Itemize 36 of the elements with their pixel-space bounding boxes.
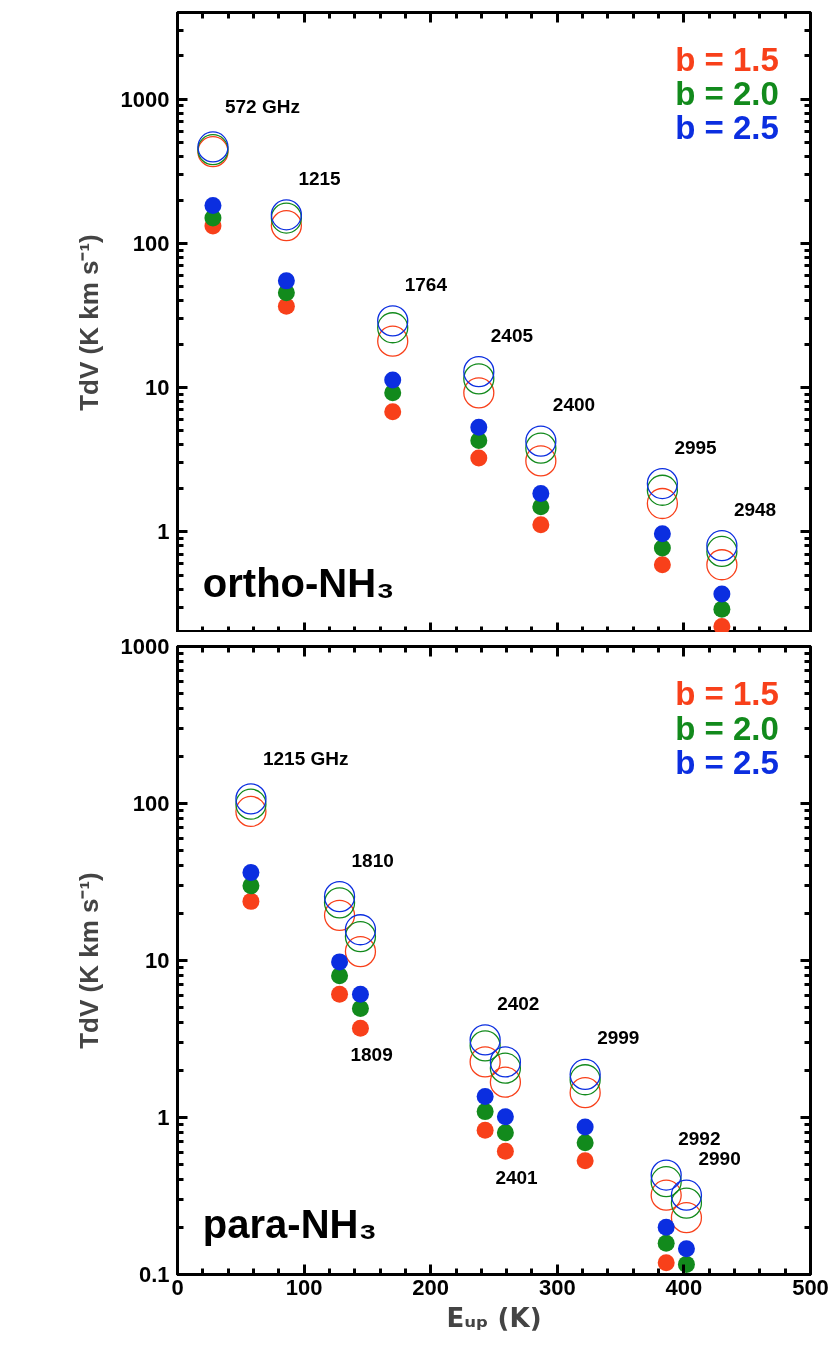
annotation: ortho-NH₃ — [202, 560, 395, 605]
text: b = 2.5 — [675, 744, 779, 782]
y-tick-label: 100 — [132, 230, 170, 256]
annotation: 1810 — [351, 849, 394, 871]
y-tick-label: 1000 — [120, 634, 170, 659]
annotation: para-NH₃ — [202, 1202, 377, 1247]
y-tick-label: 1000 — [120, 86, 170, 112]
x-tick-label: 0 — [171, 1274, 184, 1300]
x-tick-label: 500 — [792, 1274, 829, 1300]
annotation: 2999 — [597, 1027, 640, 1049]
annotation: 2995 — [674, 436, 718, 458]
annotation: 1764 — [404, 273, 448, 295]
annotation: 2992 — [678, 1128, 721, 1150]
x-tick-label: 400 — [665, 1274, 703, 1300]
annotation: 2948 — [733, 498, 777, 520]
annotation: 2405 — [490, 324, 534, 346]
x-tick-label: 100 — [285, 1274, 323, 1300]
x-axis-title: Eᵤₚ (K) — [446, 1302, 542, 1333]
y-axis-title: TdV (K km s⁻¹) — [73, 234, 104, 411]
y-tick-label: 1 — [157, 1105, 170, 1130]
annotation: 2990 — [698, 1148, 741, 1170]
annotation: 2400 — [552, 394, 596, 416]
annotation: 2401 — [495, 1167, 539, 1189]
y-tick-label: 100 — [132, 791, 170, 816]
y-axis-title: TdV (K km s⁻¹) — [73, 872, 104, 1049]
x-tick-label: 300 — [538, 1274, 576, 1300]
annotation: 572 GHz — [224, 95, 300, 117]
y-tick-label: 10 — [145, 375, 170, 401]
y-tick-label: 0.1 — [138, 1262, 170, 1287]
y-tick-label: 10 — [145, 948, 170, 973]
x-tick-label: 200 — [412, 1274, 450, 1300]
annotation: 2402 — [497, 992, 540, 1014]
annotation: 1215 — [298, 167, 342, 189]
annotation: 1809 — [350, 1044, 393, 1066]
annotation: 1215 GHz — [262, 747, 349, 769]
y-tick-label: 1 — [157, 519, 170, 545]
